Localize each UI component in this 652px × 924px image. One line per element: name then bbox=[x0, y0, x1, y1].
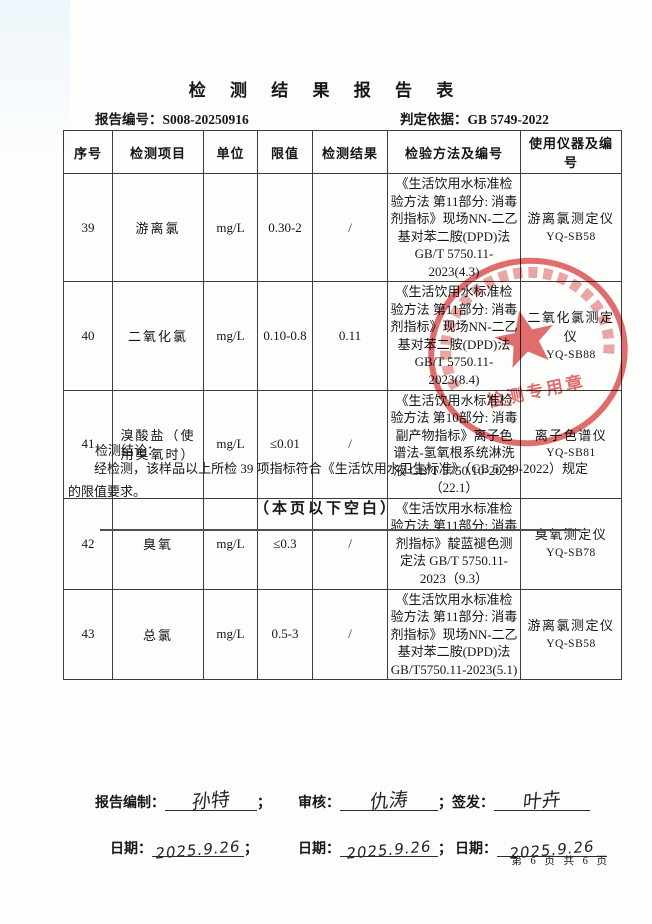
prepared-by-label: 报告编制： bbox=[95, 796, 165, 811]
judgement-basis-label: 判定依据： bbox=[400, 112, 468, 127]
cell-unit: mg/L bbox=[203, 172, 258, 283]
cell-limit: 0.30-2 bbox=[257, 172, 313, 283]
report-number: 报告编号：S008-20250916 bbox=[95, 108, 249, 128]
cell-instrument: 二氧化氯测定仪 YQ-SB88 bbox=[520, 281, 622, 391]
prepared-by-group: 报告编制： 孙特 ； bbox=[95, 788, 271, 814]
separator: ； bbox=[257, 796, 271, 811]
reviewer-signature-line: 仇涛 bbox=[340, 788, 438, 814]
cell-method: 《生活饮用水标准检验方法 第11部分: 消毒剂指标》现场NN-二乙基对苯二胺(D… bbox=[387, 281, 521, 391]
date-label: 日期： bbox=[455, 842, 497, 857]
prepared-date-group: 日期： 2025.9.26； bbox=[110, 836, 258, 863]
issuer-group: 签发： 叶卉 bbox=[452, 788, 590, 814]
report-number-value: S008-20250916 bbox=[162, 112, 249, 127]
prepared-by-signature: 孙特 bbox=[190, 788, 231, 814]
review-date-group: 日期： 2025.9.26； bbox=[298, 836, 452, 863]
cell-method: 《生活饮用水标准检验方法 第11部分: 消毒剂指标》现场NN-二乙基对苯二胺(D… bbox=[387, 588, 521, 681]
cell-result: 0.11 bbox=[312, 281, 388, 391]
conclusion-label: 检测结论： bbox=[95, 443, 161, 458]
column-header: 检测项目 bbox=[112, 130, 204, 174]
judgement-basis: 判定依据：GB 5749-2022 bbox=[400, 108, 549, 128]
issue-date-group: 日期： 2025.9.26 bbox=[455, 836, 607, 863]
judgement-basis-value: GB 5749-2022 bbox=[467, 112, 549, 127]
column-header: 限值 bbox=[257, 130, 313, 174]
instrument-code: YQ-SB58 bbox=[546, 230, 596, 243]
cell-instrument: 游离氯测定仪 YQ-SB58 bbox=[520, 172, 622, 283]
cell-instrument: 臭氧测定仪 YQ-SB78 bbox=[520, 497, 622, 590]
issue-date-line: 2025.9.26 bbox=[497, 836, 607, 863]
instrument-name: 离子色谱仪 bbox=[534, 427, 608, 443]
column-header: 检测结果 bbox=[312, 130, 388, 174]
cell-seq: 40 bbox=[63, 281, 113, 391]
separator: ； bbox=[244, 842, 258, 857]
column-header: 使用仪器及编号 bbox=[520, 130, 622, 174]
conclusion-text: 经检测，该样品以上所检 39 项指标符合《生活饮用水卫生标准》（GB 5749-… bbox=[68, 461, 588, 499]
cell-item: 溴酸盐（使用臭氧时） bbox=[112, 389, 204, 499]
instrument-code: YQ-SB78 bbox=[546, 546, 596, 559]
cell-seq: 43 bbox=[63, 588, 113, 681]
cell-unit: mg/L bbox=[203, 588, 258, 681]
cell-limit: ≤0.01 bbox=[257, 389, 313, 499]
results-table: 序号 检测项目 单位 限值 检测结果 检验方法及编号 使用仪器及编号 39 游离氯 mg/L… bbox=[63, 130, 622, 681]
column-header: 序号 bbox=[63, 130, 113, 174]
review-date-line: 2025.9.26 bbox=[340, 836, 438, 863]
cell-limit: ≤0.3 bbox=[257, 497, 313, 590]
issuer-label: 签发： bbox=[452, 796, 494, 811]
cell-item: 二氧化氯 bbox=[112, 281, 204, 391]
page-title: 检 测 结 果 报 告 表 bbox=[188, 81, 464, 100]
instrument-name: 游离氯测定仪 bbox=[527, 618, 615, 634]
reviewer-group: 审核： 仇涛 ； bbox=[298, 788, 452, 814]
results-table-body: 39 游离氯 mg/L 0.30-2 / 《生活饮用水标准检验方法 第11部分:… bbox=[63, 172, 622, 681]
column-header: 单位 bbox=[203, 130, 258, 174]
table-row: 42 臭氧 mg/L ≤0.3 / 《生活饮用水标准检验方法 第11部分: 消毒… bbox=[63, 497, 622, 590]
table-row: 39 游离氯 mg/L 0.30-2 / 《生活饮用水标准检验方法 第11部分:… bbox=[63, 172, 622, 283]
instrument-name: 二氧化氯测定仪 bbox=[527, 309, 615, 345]
table-row: 43 总氯 mg/L 0.5-3 / 《生活饮用水标准检验方法 第11部分: 消… bbox=[63, 588, 622, 681]
cell-item: 总氯 bbox=[112, 588, 204, 681]
prepared-date-line: 2025.9.26 bbox=[152, 836, 244, 863]
cell-method: 《生活饮用水标准检验方法 第11部分: 消毒剂指标》现场NN-二乙基对苯二胺(D… bbox=[387, 172, 521, 283]
cell-limit: 0.5-3 bbox=[257, 588, 313, 681]
reviewer-label: 审核： bbox=[298, 796, 340, 811]
instrument-code: YQ-SB58 bbox=[546, 637, 596, 650]
table-row: 40 二氧化氯 mg/L 0.10-0.8 0.11 《生活饮用水标准检验方法 … bbox=[63, 281, 622, 391]
separator: ； bbox=[438, 842, 452, 857]
cell-seq: 39 bbox=[63, 172, 113, 283]
report-number-label: 报告编号： bbox=[95, 112, 163, 127]
cell-unit: mg/L bbox=[203, 389, 258, 499]
date-label: 日期： bbox=[110, 842, 152, 857]
cell-instrument: 游离氯测定仪 YQ-SB58 bbox=[520, 588, 622, 681]
instrument-code: YQ-SB88 bbox=[546, 348, 596, 361]
cell-item: 臭氧 bbox=[112, 497, 204, 590]
cell-result: / bbox=[312, 497, 388, 590]
prepared-by-signature-line: 孙特 bbox=[165, 788, 257, 814]
table-header-row: 序号 检测项目 单位 限值 检测结果 检验方法及编号 使用仪器及编号 bbox=[63, 130, 622, 174]
cell-item: 游离氯 bbox=[112, 172, 204, 283]
issuer-signature-line: 叶卉 bbox=[494, 788, 590, 814]
scan-edge-tint bbox=[0, 0, 70, 180]
separator: ； bbox=[438, 796, 452, 811]
cell-result: / bbox=[312, 389, 388, 499]
cell-result: / bbox=[312, 172, 388, 283]
column-header: 检验方法及编号 bbox=[387, 130, 521, 174]
instrument-name: 臭氧测定仪 bbox=[534, 527, 608, 543]
cell-limit: 0.10-0.8 bbox=[257, 281, 313, 391]
issuer-signature: 叶卉 bbox=[521, 788, 562, 814]
reviewer-signature: 仇涛 bbox=[368, 788, 409, 814]
page-number: 第 6 页 共 6 页 bbox=[511, 856, 610, 867]
cell-unit: mg/L bbox=[203, 281, 258, 391]
instrument-name: 游离氯测定仪 bbox=[527, 211, 615, 227]
blank-below-note: （本页以下空白） bbox=[253, 501, 398, 517]
cell-result: / bbox=[312, 588, 388, 681]
date-row: 日期： 2025.9.26； 日期： 2025.9.26； 日期： 2025.9.26 bbox=[0, 836, 652, 870]
instrument-code: YQ-SB81 bbox=[546, 447, 596, 460]
signature-divider-line bbox=[100, 529, 580, 531]
signature-row: 报告编制： 孙特 ； 审核： 仇涛 ； 签发： 叶卉 bbox=[0, 788, 652, 824]
date-label: 日期： bbox=[298, 842, 340, 857]
cell-seq: 42 bbox=[63, 497, 113, 590]
